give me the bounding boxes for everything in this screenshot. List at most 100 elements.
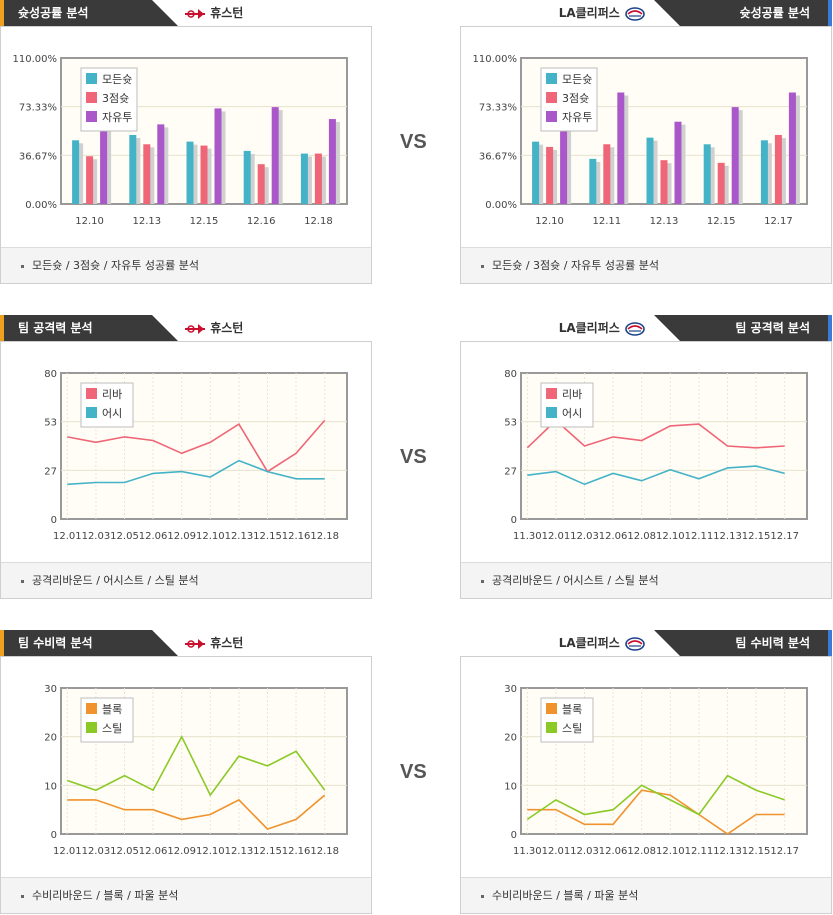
bar-shadow bbox=[318, 156, 326, 204]
stats-panel: 팀 수비력 분석 LA클리퍼스 0 10 20 30 11.30 12.01 12.03 12.… bbox=[460, 630, 832, 915]
legend-label: 리바 bbox=[562, 388, 582, 401]
stats-panel: 팀 공격력 분석 휴스턴 0 27 53 80 12.01 12.03 12.05 12.06 1… bbox=[0, 315, 372, 600]
bar bbox=[257, 164, 265, 204]
panel-title: 슛성공률 분석 bbox=[0, 0, 178, 26]
team-name-label: 휴스턴 bbox=[184, 630, 243, 656]
team-name: 휴스턴 bbox=[210, 636, 244, 650]
panel-title: 팀 공격력 분석 bbox=[0, 315, 178, 341]
legend-swatch bbox=[86, 73, 97, 84]
x-tick-label: 12.09 bbox=[167, 846, 196, 857]
x-tick-label: 12.10 bbox=[196, 846, 225, 857]
x-tick-label: 12.10 bbox=[196, 531, 225, 542]
x-tick-label: 12.05 bbox=[110, 846, 139, 857]
bar bbox=[760, 140, 768, 204]
team-name: LA클리퍼스 bbox=[558, 636, 620, 650]
bar-shadow bbox=[536, 144, 544, 204]
x-tick-label: 12.15 bbox=[253, 846, 282, 857]
y-tick-label: 20 bbox=[504, 733, 517, 744]
panel-title: 팀 수비력 분석 bbox=[0, 630, 178, 656]
y-tick-label: 110.00% bbox=[13, 54, 58, 65]
bar bbox=[617, 92, 625, 204]
legend-swatch bbox=[546, 388, 557, 399]
bar-shadow bbox=[764, 143, 772, 204]
legend-label: 블록 bbox=[102, 703, 122, 716]
bar bbox=[300, 153, 308, 204]
bar bbox=[788, 92, 796, 204]
x-tick-label: 12.11 bbox=[685, 846, 714, 857]
y-tick-label: 73.33% bbox=[19, 103, 57, 114]
x-tick-label: 12.05 bbox=[110, 531, 139, 542]
y-tick-label: 53 bbox=[44, 418, 57, 429]
legend-swatch bbox=[546, 722, 557, 733]
bar-shadow bbox=[104, 103, 112, 204]
vs-label: VS bbox=[400, 446, 427, 468]
shooting-panel: 슛성공률 분석 휴스턴 0.00% 36.67% 73.33% 110.00% 12.10… bbox=[0, 0, 372, 285]
legend-swatch bbox=[546, 407, 557, 418]
bar bbox=[717, 162, 725, 204]
bullet-icon bbox=[481, 579, 484, 583]
rockets-logo-icon bbox=[185, 638, 205, 649]
y-tick-label: 20 bbox=[44, 733, 57, 744]
x-tick-label: 12.10 bbox=[75, 216, 104, 227]
bullet-icon bbox=[21, 894, 24, 898]
x-tick-label: 12.03 bbox=[82, 531, 111, 542]
legend-label: 3점슛 bbox=[102, 92, 129, 105]
legend-swatch bbox=[546, 703, 557, 714]
panel-footer: 모든슛 / 3점슛 / 자유투 성공률 분석 bbox=[461, 247, 831, 283]
x-tick-label: 12.13 bbox=[713, 846, 742, 857]
x-tick-label: 12.17 bbox=[770, 846, 799, 857]
x-tick-label: 12.09 bbox=[167, 531, 196, 542]
x-tick-label: 12.10 bbox=[656, 846, 685, 857]
team-name-label: 휴스턴 bbox=[184, 0, 243, 26]
bar-shadow bbox=[332, 122, 340, 204]
bar bbox=[271, 107, 279, 204]
y-tick-label: 0.00% bbox=[25, 200, 57, 211]
y-tick-label: 0 bbox=[51, 515, 57, 526]
panel-title: 슛성공률 분석 bbox=[654, 0, 832, 26]
bar bbox=[731, 107, 739, 204]
bar bbox=[314, 153, 322, 204]
panel-footer: 모든슛 / 3점슛 / 자유투 성공률 분석 bbox=[1, 247, 371, 283]
series-line bbox=[67, 794, 326, 831]
x-tick-label: 12.10 bbox=[535, 216, 564, 227]
bar-shadow bbox=[90, 159, 98, 204]
legend-label: 자유투 bbox=[102, 111, 132, 124]
x-tick-label: 12.13 bbox=[225, 531, 254, 542]
bar bbox=[200, 145, 208, 204]
x-tick-label: 12.11 bbox=[685, 531, 714, 542]
bar bbox=[143, 144, 151, 204]
bar-shadow bbox=[218, 111, 226, 204]
bar-shadow bbox=[261, 167, 269, 204]
footer-text: 공격리바운드 / 어시스트 / 스틸 분석 bbox=[492, 574, 659, 587]
team-name: LA클리퍼스 bbox=[558, 321, 620, 335]
bar-shadow bbox=[707, 147, 715, 204]
x-tick-label: 12.15 bbox=[253, 531, 282, 542]
x-tick-label: 12.06 bbox=[599, 531, 628, 542]
bar-shadow bbox=[247, 153, 255, 204]
x-tick-label: 12.01 bbox=[542, 846, 571, 857]
bar-shadow bbox=[564, 100, 572, 204]
panel-header: 팀 수비력 분석 LA클리퍼스 bbox=[460, 630, 832, 656]
y-tick-label: 10 bbox=[44, 781, 57, 792]
shooting-panel: 슛성공률 분석 LA클리퍼스 0.00% 36.67% 73.33% 110.00% 12… bbox=[460, 0, 832, 285]
bullet-icon bbox=[21, 264, 24, 268]
clippers-logo-arc bbox=[627, 324, 643, 330]
x-tick-label: 12.17 bbox=[770, 531, 799, 542]
y-tick-label: 30 bbox=[44, 684, 57, 695]
bullet-icon bbox=[481, 264, 484, 268]
clippers-logo-ring bbox=[625, 636, 645, 651]
x-tick-label: 12.15 bbox=[190, 216, 219, 227]
bar-shadow bbox=[275, 110, 283, 204]
x-tick-label: 12.13 bbox=[713, 531, 742, 542]
x-tick-label: 11.30 bbox=[513, 846, 542, 857]
x-tick-label: 12.13 bbox=[650, 216, 679, 227]
bar bbox=[674, 121, 682, 204]
bar-shadow bbox=[735, 110, 743, 204]
bar-shadow bbox=[593, 161, 601, 204]
series-line bbox=[67, 419, 326, 473]
rockets-logo-head bbox=[198, 8, 204, 19]
x-tick-label: 12.17 bbox=[764, 216, 793, 227]
footer-text: 공격리바운드 / 어시스트 / 스틸 분석 bbox=[32, 574, 199, 587]
panel-header: 팀 수비력 분석 휴스턴 bbox=[0, 630, 372, 656]
